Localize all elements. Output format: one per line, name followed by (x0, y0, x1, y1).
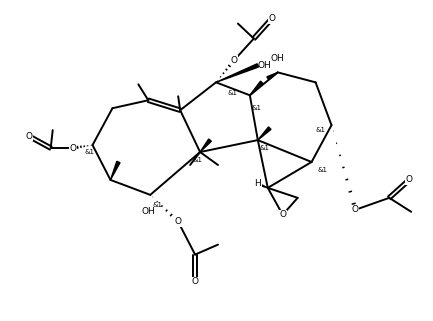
Text: &1: &1 (317, 167, 327, 173)
Text: O: O (352, 205, 359, 214)
Text: &1: &1 (260, 145, 270, 151)
Polygon shape (200, 139, 211, 152)
Text: &1: &1 (192, 157, 202, 163)
Text: OH: OH (271, 55, 284, 64)
Text: H: H (255, 179, 261, 188)
Polygon shape (110, 161, 120, 180)
Text: &1: &1 (152, 202, 162, 208)
Polygon shape (267, 72, 278, 80)
Text: O: O (174, 217, 182, 226)
Polygon shape (216, 64, 259, 82)
Text: &1: &1 (228, 90, 238, 96)
Text: O: O (279, 210, 286, 219)
Text: &1: &1 (252, 105, 262, 111)
Text: O: O (268, 14, 275, 23)
Text: OH: OH (142, 207, 155, 216)
Text: O: O (25, 132, 32, 141)
Polygon shape (258, 183, 268, 188)
Text: O: O (69, 143, 76, 152)
Polygon shape (250, 81, 263, 95)
Text: O: O (406, 175, 413, 185)
Text: OH: OH (258, 61, 271, 70)
Text: O: O (230, 56, 237, 65)
Text: &1: &1 (84, 149, 94, 155)
Polygon shape (258, 127, 271, 140)
Text: O: O (191, 277, 199, 286)
Text: &1: &1 (316, 127, 326, 133)
